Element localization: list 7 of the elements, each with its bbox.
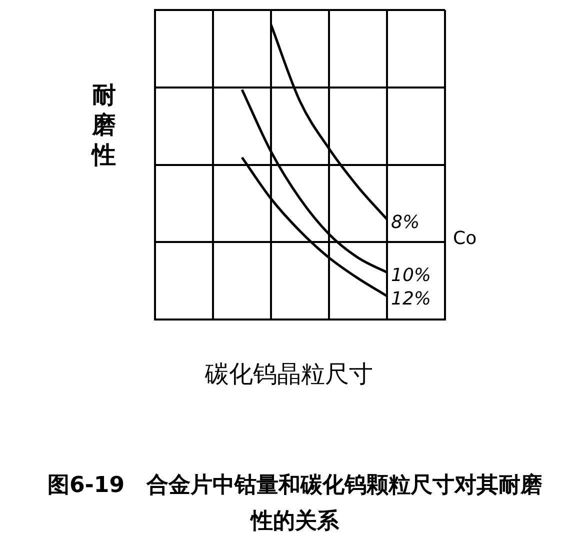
- text: Co: [453, 228, 477, 250]
- series-label: 10%: [391, 265, 432, 286]
- text: 图6-19 合金片中钴量和碳化钨颗粒尺寸对其耐磨性的关系: [46, 472, 544, 536]
- y-axis-title: 耐磨性: [92, 80, 116, 170]
- x-axis-title: 碳化钨晶粒尺寸: [205, 359, 373, 390]
- series-label: 12%: [391, 288, 432, 310]
- series-label: 8%: [391, 212, 420, 234]
